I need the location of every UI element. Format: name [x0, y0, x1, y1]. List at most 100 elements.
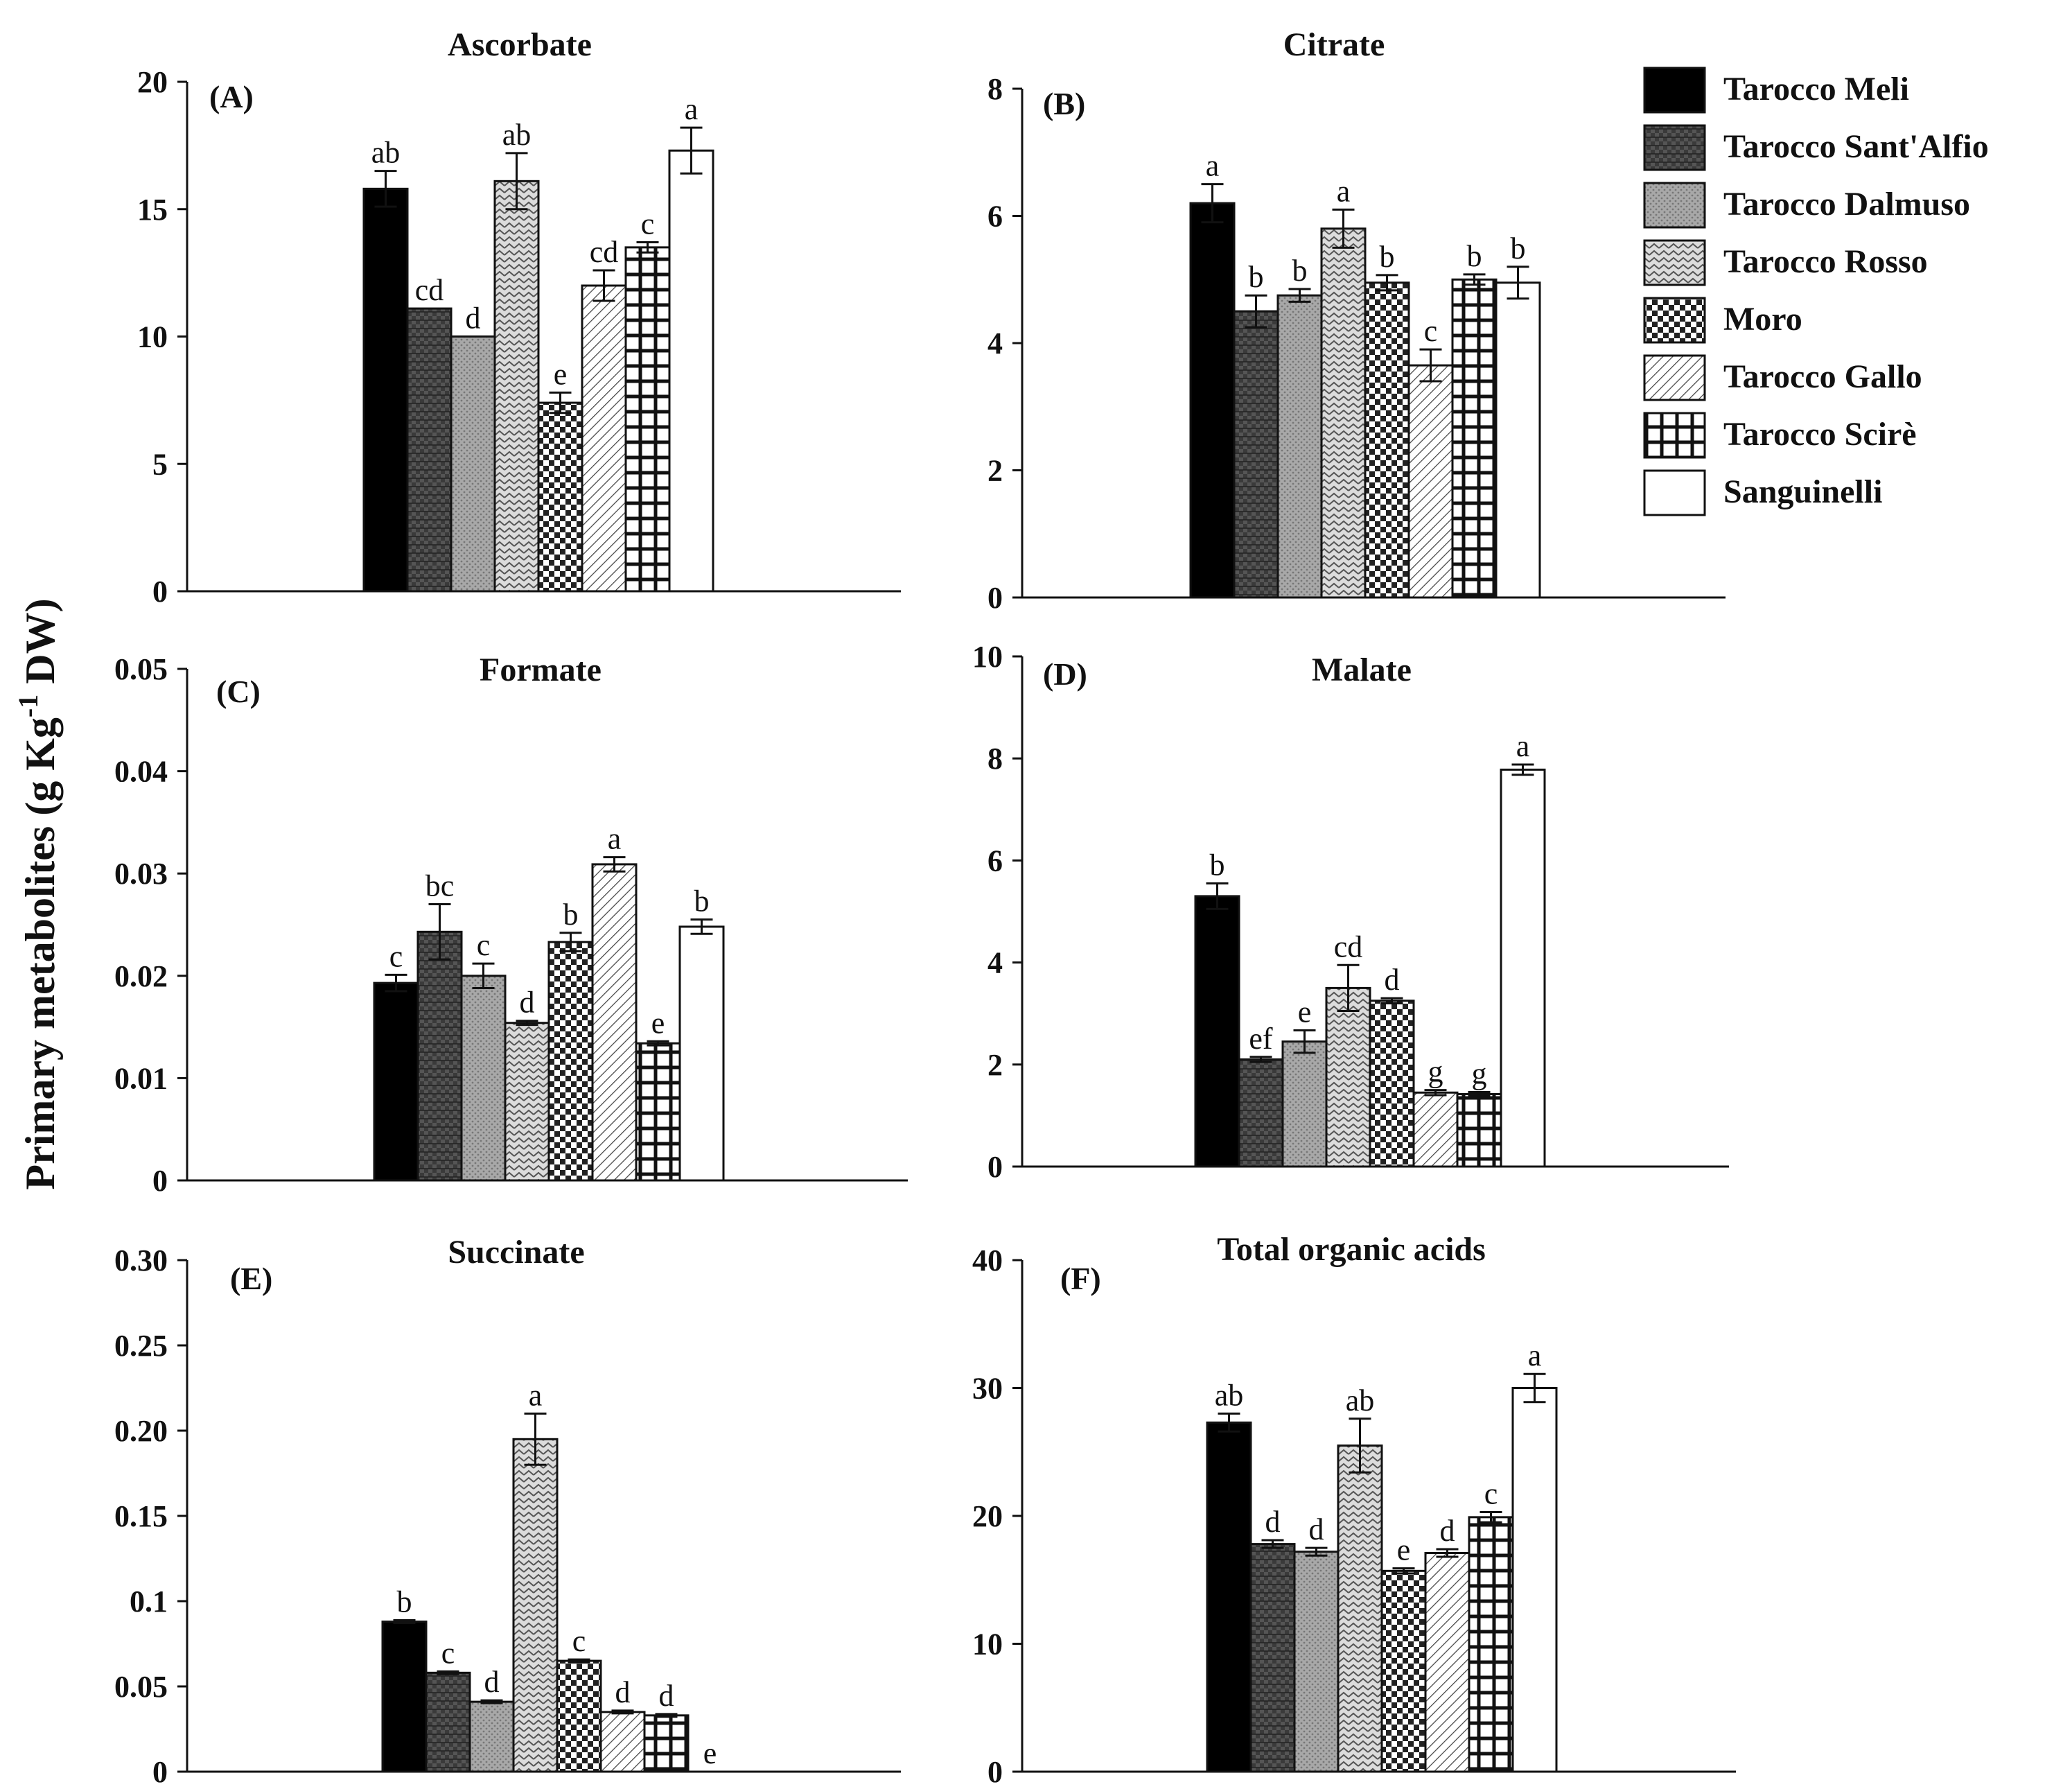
panel-5: 00.050.10.150.200.250.30 Succinate(E)bcda…: [114, 1234, 901, 1789]
legend-item: Tarocco Sant'Alfio: [1643, 124, 1989, 171]
bar: [1495, 281, 1541, 599]
legend-item: Tarocco Gallo: [1643, 354, 1922, 401]
y-tick-label: 0: [987, 581, 1003, 615]
panel-tag: (D): [1043, 656, 1087, 692]
y-tick-label: 4: [987, 326, 1003, 360]
legend-swatch: [1643, 182, 1706, 229]
legend-swatch: [1643, 67, 1706, 114]
significance-label: e: [1397, 1533, 1411, 1567]
significance-label: ab: [371, 136, 401, 170]
y-tick-label: 8: [987, 742, 1003, 776]
significance-label: b: [694, 884, 710, 918]
bar: [460, 975, 507, 1182]
y-tick-label: 10: [972, 1627, 1003, 1661]
panel-title: Citrate: [1283, 26, 1385, 63]
significance-label: b: [1210, 848, 1225, 882]
significance-label: b: [1292, 254, 1308, 288]
y-axis-label-superscript: -1: [12, 695, 44, 717]
panel-title: Malate: [1312, 652, 1412, 688]
significance-label: b: [563, 898, 579, 932]
legend-swatch: [1643, 354, 1706, 401]
significance-label: b: [397, 1585, 412, 1619]
y-tick-label: 0: [152, 575, 168, 609]
significance-label: b: [1380, 240, 1395, 274]
bar: [1325, 986, 1371, 1168]
significance-label: c: [1424, 314, 1438, 348]
y-tick-label: 0.04: [114, 755, 168, 789]
significance-label: g: [1472, 1057, 1487, 1091]
significance-label: e: [703, 1736, 717, 1770]
significance-label: d: [659, 1679, 674, 1713]
y-tick-label: 15: [137, 193, 168, 227]
y-tick-label: 5: [152, 447, 168, 481]
legend-item: Tarocco Rosso: [1643, 239, 1928, 286]
panel-title: Formate: [480, 652, 602, 688]
significance-label: e: [651, 1006, 665, 1040]
significance-label: ab: [1346, 1384, 1375, 1417]
significance-label: a: [1206, 149, 1220, 183]
bar: [624, 246, 671, 593]
y-tick-label: 2: [987, 1048, 1003, 1082]
legend-item: Tarocco Scirè: [1643, 412, 1917, 459]
y-tick-label: 0.1: [130, 1585, 168, 1618]
y-tick-label: 0.25: [114, 1329, 168, 1363]
bar: [547, 941, 594, 1182]
bar: [373, 981, 419, 1182]
bar: [416, 930, 463, 1182]
bar: [493, 180, 540, 593]
bar: [1364, 281, 1410, 599]
bar: [1337, 1445, 1383, 1773]
significance-label: d: [484, 1665, 500, 1699]
bar: [1206, 1421, 1252, 1773]
bar: [1293, 1551, 1340, 1773]
significance-label: c: [641, 207, 655, 241]
bar: [362, 187, 409, 593]
significance-label: c: [1484, 1476, 1498, 1510]
significance-label: a: [1516, 729, 1530, 763]
y-tick-label: 0.30: [114, 1243, 168, 1277]
bar: [635, 1042, 681, 1182]
significance-label: e: [554, 357, 568, 391]
y-tick-label: 6: [987, 200, 1003, 234]
panel-tag: (C): [216, 674, 261, 709]
significance-label: a: [685, 92, 699, 126]
y-tick-label: 10: [137, 320, 168, 354]
significance-label: bc: [425, 869, 455, 902]
legend-swatch: [1643, 469, 1706, 516]
legend-swatch: [1643, 124, 1706, 171]
bar: [1369, 1000, 1415, 1168]
significance-label: d: [520, 986, 535, 1020]
legend-swatch: [1643, 412, 1706, 459]
y-axis-label-tail: DW): [17, 598, 63, 694]
bar: [1380, 1569, 1427, 1773]
significance-label: d: [466, 302, 481, 335]
y-tick-label: 10: [972, 640, 1003, 674]
panel-title: Succinate: [448, 1234, 584, 1271]
bar: [1451, 278, 1498, 599]
legend-label: Moro: [1723, 301, 1802, 338]
bar: [556, 1659, 602, 1773]
legend: Tarocco Meli Tarocco Sant'Alfio Tarocco Da…: [1643, 67, 1989, 516]
bar: [643, 1714, 690, 1773]
y-axis-label-main: Primary metabolites (g Kg: [17, 717, 63, 1189]
bar: [406, 307, 453, 593]
significance-label: d: [1385, 963, 1400, 997]
panel-tag: (A): [209, 79, 254, 114]
y-tick-label: 4: [987, 946, 1003, 980]
significance-label: b: [1249, 260, 1264, 294]
significance-label: cd: [1334, 930, 1363, 963]
panel-tag: (B): [1043, 86, 1085, 121]
y-tick-label: 0: [987, 1755, 1003, 1789]
y-tick-label: 20: [137, 65, 168, 99]
panel-tag: (F): [1060, 1261, 1101, 1296]
legend-item: Moro: [1643, 297, 1802, 344]
panel-title: Total organic acids: [1217, 1231, 1486, 1268]
significance-label: ab: [502, 118, 532, 152]
bar: [1456, 1092, 1502, 1168]
significance-label: d: [615, 1675, 631, 1709]
legend-label: Sanguinelli: [1723, 473, 1882, 510]
y-tick-label: 6: [987, 844, 1003, 878]
svg-text:Primary metabolites (g Kg-1 DW: Primary metabolites (g Kg-1 DW): [12, 598, 63, 1189]
